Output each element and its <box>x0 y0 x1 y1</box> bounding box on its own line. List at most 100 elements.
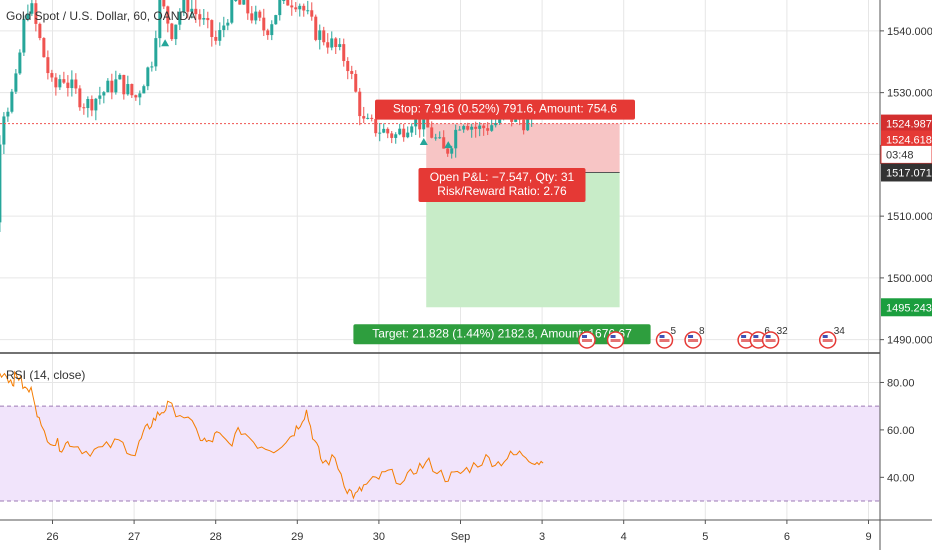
candle-body[interactable] <box>482 125 486 129</box>
stop-loss-zone[interactable] <box>426 123 620 173</box>
candle-body[interactable] <box>386 128 390 134</box>
candle-body[interactable] <box>410 126 414 133</box>
candle-body[interactable] <box>2 116 6 145</box>
candle-body[interactable] <box>526 117 530 131</box>
candle-body[interactable] <box>466 126 470 130</box>
candle-body[interactable] <box>206 18 210 21</box>
candle-body[interactable] <box>38 23 42 39</box>
candle-body[interactable] <box>350 71 354 74</box>
candle-body[interactable] <box>94 98 98 111</box>
candle-body[interactable] <box>22 18 26 53</box>
candle-body[interactable] <box>394 134 398 138</box>
candle-body[interactable] <box>294 7 298 10</box>
candle-body[interactable] <box>0 144 2 223</box>
candle-body[interactable] <box>42 38 46 58</box>
candle-body[interactable] <box>434 137 438 139</box>
candle-body[interactable] <box>442 137 446 149</box>
candle-body[interactable] <box>370 117 374 119</box>
candle-body[interactable] <box>474 126 478 129</box>
candle-body[interactable] <box>26 13 30 19</box>
candle-body[interactable] <box>258 11 262 18</box>
candle-body[interactable] <box>418 116 422 130</box>
candle-body[interactable] <box>438 137 442 139</box>
candle-body[interactable] <box>134 95 138 98</box>
candle-body[interactable] <box>146 67 150 87</box>
candle-body[interactable] <box>106 80 110 93</box>
candle-body[interactable] <box>222 25 226 31</box>
candle-body[interactable] <box>182 0 186 12</box>
candle-body[interactable] <box>58 79 62 88</box>
candle-body[interactable] <box>34 3 38 24</box>
candle-body[interactable] <box>274 15 278 25</box>
price-axis-panel[interactable] <box>880 0 932 550</box>
candle-body[interactable] <box>290 5 294 8</box>
candle-body[interactable] <box>242 0 246 5</box>
candle-body[interactable] <box>362 116 366 119</box>
candle-body[interactable] <box>170 23 174 40</box>
candle-body[interactable] <box>306 10 310 12</box>
candle-body[interactable] <box>422 116 426 130</box>
candle-body[interactable] <box>354 73 358 92</box>
candle-body[interactable] <box>302 5 306 11</box>
candle-body[interactable] <box>238 0 242 5</box>
candle-body[interactable] <box>334 38 338 48</box>
candle-body[interactable] <box>70 79 74 89</box>
candle-body[interactable] <box>214 36 218 41</box>
candle-body[interactable] <box>54 77 58 88</box>
candle-body[interactable] <box>470 126 474 130</box>
candle-body[interactable] <box>398 128 402 135</box>
candle-body[interactable] <box>406 132 410 138</box>
candle-body[interactable] <box>262 17 266 31</box>
candle-body[interactable] <box>450 148 454 154</box>
candle-body[interactable] <box>226 22 230 26</box>
candle-body[interactable] <box>486 128 490 131</box>
candle-body[interactable] <box>430 127 434 138</box>
candle-body[interactable] <box>154 38 158 67</box>
candle-body[interactable] <box>402 128 406 138</box>
candle-body[interactable] <box>522 119 526 131</box>
candle-body[interactable] <box>74 79 78 89</box>
pnl-label[interactable] <box>418 168 586 202</box>
candle-body[interactable] <box>78 88 82 108</box>
candle-body[interactable] <box>234 0 238 1</box>
candle-body[interactable] <box>446 148 450 154</box>
candle-body[interactable] <box>46 57 50 74</box>
stop-label[interactable] <box>375 99 635 120</box>
candle-body[interactable] <box>250 13 254 21</box>
candle-body[interactable] <box>126 84 130 95</box>
candle-body[interactable] <box>50 73 54 78</box>
candle-body[interactable] <box>198 14 202 20</box>
candle-body[interactable] <box>338 44 342 48</box>
candle-body[interactable] <box>82 107 86 109</box>
rsi-line[interactable] <box>0 370 544 500</box>
candle-body[interactable] <box>330 38 334 48</box>
candle-body[interactable] <box>142 86 146 94</box>
candle-body[interactable] <box>190 8 194 12</box>
candle-body[interactable] <box>18 52 22 74</box>
candle-body[interactable] <box>342 44 346 62</box>
candle-body[interactable] <box>114 79 118 93</box>
candle-body[interactable] <box>454 129 458 149</box>
candle-body[interactable] <box>318 30 322 40</box>
candle-body[interactable] <box>118 74 122 80</box>
candle-body[interactable] <box>202 18 206 20</box>
candle-body[interactable] <box>378 132 382 134</box>
candle-body[interactable] <box>186 0 190 12</box>
candle-body[interactable] <box>90 98 94 111</box>
candle-body[interactable] <box>426 116 430 128</box>
candle-body[interactable] <box>282 0 286 1</box>
candle-body[interactable] <box>414 116 418 127</box>
candle-body[interactable] <box>150 66 154 68</box>
candle-body[interactable] <box>266 30 270 36</box>
candle-body[interactable] <box>358 91 362 117</box>
candle-body[interactable] <box>110 80 114 93</box>
candle-body[interactable] <box>478 125 482 129</box>
candle-body[interactable] <box>210 20 214 37</box>
candle-body[interactable] <box>178 11 182 25</box>
candle-body[interactable] <box>494 122 498 126</box>
candle-body[interactable] <box>62 79 66 83</box>
candle-body[interactable] <box>66 82 70 89</box>
candle-body[interactable] <box>218 30 222 41</box>
candle-body[interactable] <box>346 61 350 72</box>
candle-body[interactable] <box>174 24 178 40</box>
